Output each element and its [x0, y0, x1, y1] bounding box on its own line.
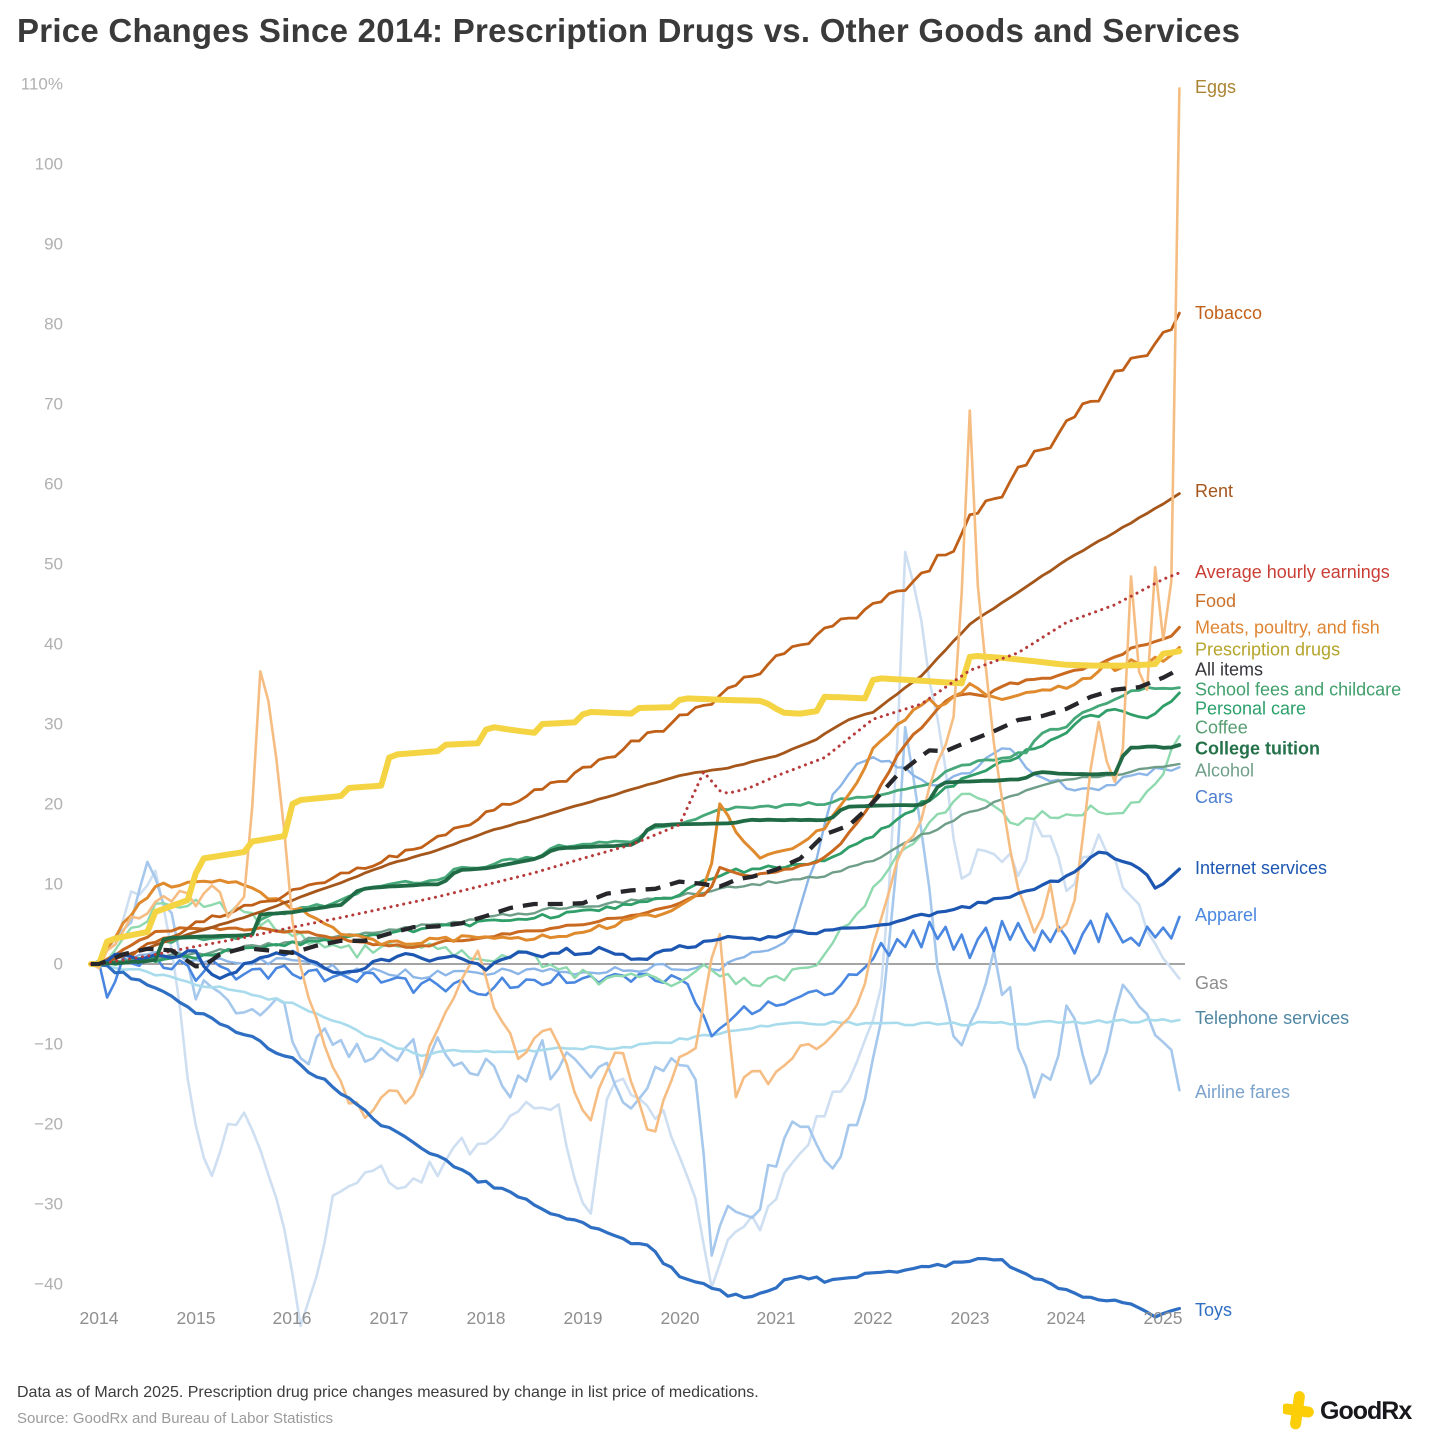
svg-text:Gas: Gas — [1195, 973, 1228, 993]
svg-text:2025: 2025 — [1144, 1308, 1183, 1328]
svg-text:−30: −30 — [34, 1195, 63, 1214]
svg-text:−40: −40 — [34, 1275, 63, 1294]
svg-text:0: 0 — [54, 955, 63, 974]
svg-text:Airline fares: Airline fares — [1195, 1082, 1290, 1102]
svg-text:40: 40 — [44, 635, 63, 654]
svg-text:70: 70 — [44, 395, 63, 414]
svg-text:Rent: Rent — [1195, 481, 1233, 501]
svg-text:2017: 2017 — [370, 1308, 409, 1328]
svg-text:Meats, poultry, and fish: Meats, poultry, and fish — [1195, 618, 1380, 638]
svg-text:Tobacco: Tobacco — [1195, 303, 1262, 323]
svg-text:All items: All items — [1195, 660, 1263, 680]
svg-text:−20: −20 — [34, 1115, 63, 1134]
svg-text:2024: 2024 — [1047, 1308, 1086, 1328]
svg-text:30: 30 — [44, 715, 63, 734]
svg-text:Cars: Cars — [1195, 787, 1233, 807]
svg-text:2023: 2023 — [951, 1308, 990, 1328]
svg-text:Eggs: Eggs — [1195, 77, 1236, 97]
svg-text:Toys: Toys — [1195, 1300, 1232, 1320]
svg-text:Prescription drugs: Prescription drugs — [1195, 640, 1340, 660]
svg-text:2018: 2018 — [467, 1308, 506, 1328]
svg-text:Telephone services: Telephone services — [1195, 1008, 1349, 1028]
svg-text:80: 80 — [44, 315, 63, 334]
svg-text:2016: 2016 — [273, 1308, 312, 1328]
svg-text:50: 50 — [44, 555, 63, 574]
svg-text:2020: 2020 — [661, 1308, 700, 1328]
svg-text:10: 10 — [44, 875, 63, 894]
svg-text:20: 20 — [44, 795, 63, 814]
svg-text:60: 60 — [44, 475, 63, 494]
svg-text:Coffee: Coffee — [1195, 718, 1248, 738]
svg-text:110%: 110% — [21, 75, 63, 94]
svg-text:Food: Food — [1195, 591, 1236, 611]
svg-text:2015: 2015 — [177, 1308, 216, 1328]
svg-text:School fees and childcare: School fees and childcare — [1195, 680, 1401, 700]
svg-text:2014: 2014 — [80, 1308, 119, 1328]
svg-text:College tuition: College tuition — [1195, 739, 1320, 759]
svg-text:2019: 2019 — [564, 1308, 603, 1328]
svg-text:2021: 2021 — [757, 1308, 796, 1328]
svg-text:Alcohol: Alcohol — [1195, 761, 1254, 781]
svg-text:Internet services: Internet services — [1195, 858, 1327, 878]
svg-text:Average hourly earnings: Average hourly earnings — [1195, 562, 1390, 582]
svg-text:Apparel: Apparel — [1195, 905, 1257, 925]
svg-text:−10: −10 — [34, 1035, 63, 1054]
svg-text:Personal care: Personal care — [1195, 699, 1306, 719]
svg-text:100: 100 — [35, 155, 63, 174]
svg-text:90: 90 — [44, 235, 63, 254]
svg-text:2022: 2022 — [854, 1308, 893, 1328]
